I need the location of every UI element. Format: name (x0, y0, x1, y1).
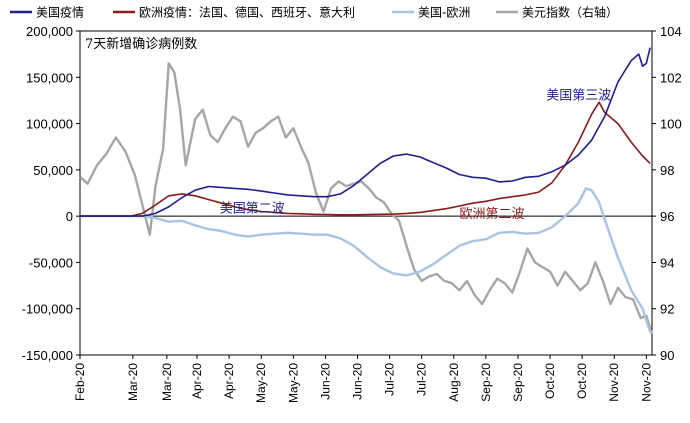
plot-frame (79, 30, 653, 356)
legend-label: 欧洲疫情：法国、德国、西班牙、意大利 (139, 5, 355, 20)
x-tick-label: Nov-20 (639, 363, 653, 402)
x-tick-label: Jun-20 (351, 363, 365, 400)
series-line-1 (80, 101, 651, 217)
y-left-tick-label: 100,000 (26, 117, 73, 132)
series-line-0 (80, 47, 651, 217)
series-line-3 (79, 62, 654, 335)
y-left-tick-label: 150,000 (26, 70, 73, 85)
y-right-tick-label: 102 (660, 70, 682, 85)
x-tick-label: Feb-20 (73, 363, 87, 401)
legend-label: 美国-欧洲 (418, 6, 470, 20)
x-tick-label: Mar-20 (126, 363, 140, 401)
x-tick-label: Oct-20 (543, 363, 557, 399)
x-tick-label: Sep-20 (479, 363, 493, 402)
plot-area (79, 30, 653, 356)
legend-label: 美元指数（右轴） (522, 5, 618, 20)
y-left-tick-label: -100,000 (22, 302, 73, 317)
x-axis: Feb-20 Mar-20 Mar-20 Apr-20 Apr-20 May-20 May-… (73, 355, 653, 403)
annotation-0: 美国第三波 (546, 89, 611, 104)
y-right-tick-label: 90 (660, 348, 674, 363)
x-tick-label: Apr-20 (222, 363, 236, 399)
y-left-tick-label: -50,000 (29, 255, 73, 270)
y-right-tick-label: 104 (660, 24, 682, 39)
y-axis-left: -150,000 -100,000 -50,000 0 50,000 100,000 150… (22, 24, 80, 363)
x-tick-label: May-20 (254, 363, 268, 403)
y-right-tick-label: 92 (660, 302, 674, 317)
legend-label: 美国疫情 (36, 5, 84, 20)
y-left-tick-label: 50,000 (33, 163, 73, 178)
x-tick-label: Oct-20 (575, 363, 589, 399)
x-tick-label: Sep-20 (511, 363, 525, 402)
y-left-tick-label: 0 (66, 209, 73, 224)
x-tick-label: Jul-20 (383, 363, 397, 396)
x-tick-label: Jul-20 (415, 363, 429, 396)
x-tick-label: Apr-20 (190, 363, 204, 399)
y-right-tick-label: 98 (660, 163, 674, 178)
annotation-2: 欧洲第二波 (459, 207, 524, 222)
y-left-tick-label: 200,000 (26, 24, 73, 39)
x-tick-label: Jun-20 (318, 363, 332, 400)
series-line-2 (80, 187, 652, 333)
chart-subtitle: 7天新增确诊病例数 (85, 36, 197, 52)
y-axis-right: 90 92 94 96 98 100 102 104 (652, 24, 682, 363)
series-lines (79, 47, 654, 335)
x-tick-label: Nov-20 (607, 363, 621, 402)
y-right-tick-label: 96 (660, 209, 674, 224)
x-tick-label: Aug-20 (447, 363, 461, 402)
annotation-1: 美国第二波 (220, 201, 285, 216)
y-left-tick-label: -150,000 (22, 348, 73, 363)
x-tick-label: Mar-20 (160, 363, 174, 401)
legend: 美国疫情 欧洲疫情：法国、德国、西班牙、意大利 美国-欧洲 美元指数（右轴） (10, 5, 618, 20)
x-tick-label: May-20 (286, 363, 300, 403)
y-right-tick-label: 94 (660, 255, 674, 270)
y-right-tick-label: 100 (660, 117, 682, 132)
